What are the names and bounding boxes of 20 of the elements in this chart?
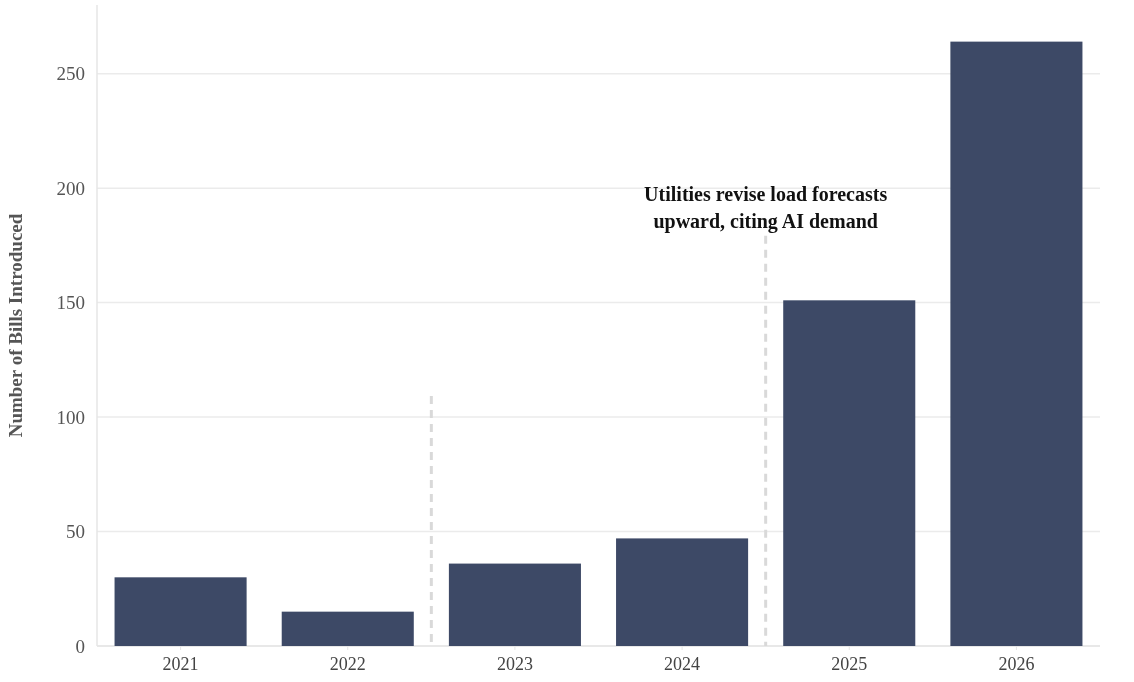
bar [448, 563, 581, 646]
x-tick-label: 2025 [831, 654, 868, 674]
bar [281, 611, 414, 646]
x-tick-label: 2026 [998, 654, 1035, 674]
y-tick-label: 200 [56, 177, 85, 199]
x-tick-label: 2024 [664, 654, 701, 674]
y-tick-label: 50 [66, 521, 85, 543]
y-axis-title: Number of Bills Introduced [5, 213, 26, 438]
ref-line-label: Utilities revise load forecasts upward, citing AI demand [644, 182, 888, 233]
x-tick-label: 2021 [162, 654, 199, 674]
y-tick-label: 100 [56, 406, 85, 428]
bar [950, 41, 1083, 646]
y-tick-label: 250 [56, 63, 85, 85]
y-tick-label: 150 [56, 292, 85, 314]
bar [783, 300, 916, 646]
bar [616, 538, 749, 646]
y-tick-label: 0 [75, 635, 85, 657]
x-tick-label: 2023 [496, 654, 533, 674]
bar [114, 577, 247, 646]
x-tick-label: 2022 [329, 654, 366, 674]
